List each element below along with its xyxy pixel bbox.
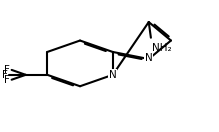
Text: N: N [109, 70, 117, 80]
Text: F: F [2, 70, 8, 80]
Text: NH₂: NH₂ [152, 43, 172, 53]
Text: F: F [4, 75, 10, 85]
Text: F: F [4, 65, 10, 75]
Text: N: N [145, 53, 153, 63]
